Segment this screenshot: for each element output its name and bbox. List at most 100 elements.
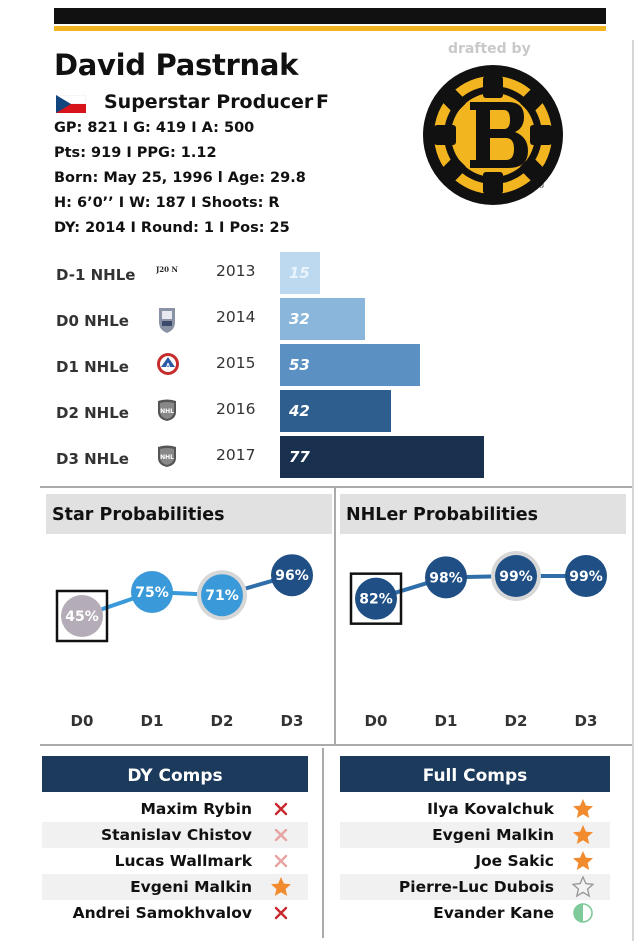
x-tick-label: D0	[71, 712, 94, 730]
stats-draft: DY: 2014 I Round: 1 I Pos: 25	[54, 220, 290, 236]
star-prob-chart: 45% 75% 71% 96% D0 D1 D2 D3	[55, 554, 313, 730]
comp-player-name: Maxim Rybin	[140, 800, 252, 818]
nhle-year: 2013	[216, 262, 256, 280]
prob-marker-label: 99%	[569, 569, 603, 585]
prob-marker-label: 82%	[359, 592, 393, 608]
prob-marker	[271, 554, 313, 597]
comp-row: Joe Sakic	[340, 848, 610, 874]
prob-marker-label: 98%	[429, 570, 463, 586]
prob-marker-label: 99%	[499, 569, 533, 585]
nhle-bar-value: 77	[289, 448, 310, 466]
comp-player-name: Evgeni Malkin	[432, 826, 554, 844]
cross-icon	[270, 798, 292, 820]
nhle-bar: 42	[280, 390, 391, 432]
j20-nationell-icon: J20 N	[155, 260, 178, 282]
comp-row: Pierre-Luc Dubois	[340, 874, 610, 900]
dy-comps-header: DY Comps	[42, 756, 308, 792]
star-prob-title: Star Probabilities	[46, 494, 332, 534]
star-icon	[572, 824, 594, 846]
comp-player-name: Joe Sakic	[475, 852, 554, 870]
nhle-bar: 15	[280, 252, 320, 294]
prob-marker	[495, 555, 537, 597]
comp-player-name: Lucas Wallmark	[114, 852, 252, 870]
comp-row: Maxim Rybin	[42, 796, 308, 822]
prob-marker-label: 71%	[205, 588, 239, 604]
comp-player-name: Stanislav Chistov	[101, 826, 252, 844]
comp-row: Stanislav Chistov	[42, 822, 308, 848]
prob-marker-label: 96%	[275, 568, 309, 584]
svg-text:A: A	[166, 363, 170, 369]
comp-player-name: Ilya Kovalchuk	[427, 800, 554, 818]
half-circle-icon	[572, 902, 594, 924]
comp-player-name: Evgeni Malkin	[130, 878, 252, 896]
comp-player-name: Andrei Samokhvalov	[72, 904, 252, 922]
x-tick-label: D2	[505, 712, 528, 730]
prob-marker	[61, 595, 103, 637]
prob-marker	[425, 556, 467, 599]
full-comps-header: Full Comps	[340, 756, 610, 792]
ahl-icon: A	[156, 352, 179, 375]
prob-marker	[565, 555, 607, 597]
nhle-bar: 77	[280, 436, 484, 478]
stats-body: H: 6’0’’ I W: 187 I Shoots: R	[54, 195, 280, 211]
nhle-row-label: D1 NHLe	[56, 358, 129, 376]
drafted-by-label: drafted by	[448, 41, 531, 57]
nhle-row-label: D2 NHLe	[56, 404, 129, 422]
nhle-bar-value: 42	[289, 402, 310, 420]
prob-marker	[355, 577, 397, 620]
star-outline-icon	[571, 875, 595, 898]
section-divider-top	[40, 486, 632, 488]
cross-icon	[270, 902, 292, 924]
section-divider-bottom	[40, 744, 632, 746]
comp-row: Lucas Wallmark	[42, 848, 308, 874]
nhle-row-label: D-1 NHLe	[56, 266, 136, 284]
cross-icon	[270, 824, 292, 846]
comp-row: Evgeni Malkin	[340, 822, 610, 848]
x-tick-label: D3	[575, 712, 598, 730]
comp-player-name: Pierre-Luc Dubois	[398, 878, 554, 896]
nhle-row-label: D3 NHLe	[56, 450, 129, 468]
comp-row: Evgeni Malkin	[42, 874, 308, 900]
svg-text:NHL: NHL	[160, 408, 174, 415]
prob-marker-label: 75%	[135, 585, 169, 601]
nhle-bar: 53	[280, 344, 420, 386]
nhler-prob-title: NHLer Probabilities	[340, 494, 626, 534]
player-position: F	[316, 91, 329, 113]
prob-marker	[131, 571, 173, 613]
prob-highlight-box	[349, 572, 403, 625]
header-gold-bar	[54, 26, 606, 31]
nhle-year: 2014	[216, 308, 256, 326]
czech-flag-icon	[56, 95, 86, 113]
comp-row: Andrei Samokhvalov	[42, 900, 308, 926]
x-tick-label: D1	[435, 712, 458, 730]
nhle-year: 2017	[216, 446, 256, 464]
prob-marker	[201, 574, 243, 617]
nhl-icon: NHL	[156, 398, 178, 421]
nhl-icon: NHL	[156, 444, 178, 467]
nhle-bar-value: 15	[289, 264, 310, 282]
star-icon	[572, 850, 594, 872]
prob-highlight-box	[55, 589, 109, 643]
player-name: David Pastrnak	[54, 48, 299, 82]
stats-born: Born: May 25, 1996 l Age: 29.8	[54, 170, 306, 186]
x-tick-label: D3	[281, 712, 304, 730]
panel-divider-prob	[334, 488, 336, 744]
star-icon	[270, 876, 292, 898]
x-tick-label: D1	[141, 712, 164, 730]
comp-row: Evander Kane	[340, 900, 610, 926]
comp-row: Ilya Kovalchuk	[340, 796, 610, 822]
swedish-league-icon	[156, 306, 178, 333]
nhle-year: 2016	[216, 400, 256, 418]
x-tick-label: D0	[365, 712, 388, 730]
nhle-row-label: D0 NHLe	[56, 312, 129, 330]
nhle-bar: 32	[280, 298, 365, 340]
nhle-bar-value: 53	[289, 356, 310, 374]
right-edge-rule	[632, 40, 634, 941]
nhle-year: 2015	[216, 354, 256, 372]
nhler-prob-chart: 82% 98% 99% 99% D0 D1 D2 D3	[349, 551, 607, 730]
boston-bruins-logo: ®	[420, 62, 566, 208]
panel-divider-comps	[322, 748, 324, 938]
player-role: Superstar Producer	[104, 91, 314, 113]
nhle-bar-value: 32	[289, 310, 310, 328]
stats-career: GP: 821 I G: 419 I A: 500	[54, 120, 255, 136]
